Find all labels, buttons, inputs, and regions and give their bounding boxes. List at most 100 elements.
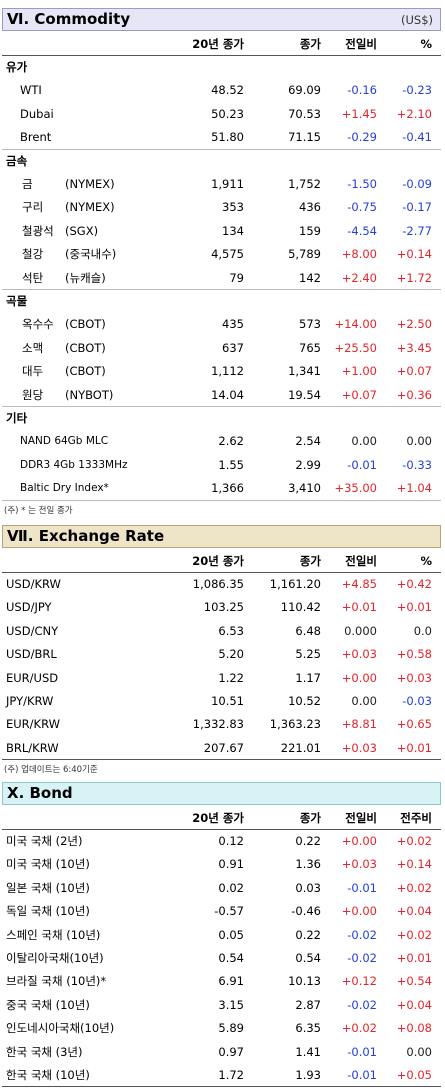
row-value: 637	[222, 340, 244, 355]
row-value: -0.17	[402, 200, 432, 215]
row-value: +0.02	[396, 834, 432, 848]
column-header: %	[420, 37, 432, 51]
row-label: EUR/USD	[6, 670, 59, 685]
column-header: 종가	[299, 37, 321, 51]
row-value: 6.35	[295, 1021, 321, 1036]
row-value: -0.03	[402, 694, 432, 708]
row-value: 436	[299, 200, 321, 215]
row-market: (NYMEX)	[65, 200, 115, 215]
row-label: 미국 국채 (10년)	[6, 857, 90, 872]
row-value: -0.46	[291, 904, 321, 919]
row-value: +0.42	[396, 577, 432, 591]
header-rule	[2, 55, 441, 56]
row-value: 1,112	[211, 364, 244, 379]
row-label: WTI	[20, 83, 42, 98]
row-label: 옥수수	[22, 317, 54, 332]
section-title: Ⅵ. Commodity	[7, 10, 131, 28]
section-note: (주) 업데이트는 6:40기준	[4, 765, 98, 776]
row-value: 10.13	[288, 974, 321, 989]
row-value: -2.77	[402, 223, 432, 238]
row-value: +2.40	[341, 270, 377, 285]
row-value: +3.45	[396, 340, 432, 355]
row-value: 1.72	[218, 1068, 244, 1082]
row-value: +0.07	[341, 387, 377, 402]
row-market: (CBOT)	[65, 317, 106, 332]
row-value: 134	[222, 223, 244, 238]
group-rule	[2, 759, 441, 761]
row-value: 765	[299, 340, 321, 355]
row-value: 5.89	[218, 1021, 244, 1036]
row-label: USD/BRL	[6, 647, 57, 662]
row-value: +0.00	[341, 670, 377, 685]
row-value: -0.09	[402, 177, 432, 191]
row-value: 19.54	[288, 387, 321, 402]
row-value: 1,341	[288, 364, 321, 379]
row-value: +8.00	[341, 247, 377, 262]
row-value: -0.57	[214, 904, 244, 919]
group-rule	[2, 1086, 441, 1088]
row-label: NAND 64Gb MLC	[20, 435, 109, 448]
row-label: 한국 국채 (10년)	[6, 1068, 90, 1082]
row-value: -0.01	[347, 1068, 377, 1082]
row-label: USD/KRW	[6, 577, 61, 591]
row-value: +35.00	[334, 481, 377, 496]
row-value: 5,789	[288, 247, 321, 262]
row-market: (중국내수)	[65, 247, 117, 262]
row-value: +0.54	[396, 974, 432, 989]
row-value: +0.01	[396, 951, 432, 965]
row-value: 14.04	[211, 387, 244, 402]
row-value: 10.52	[288, 694, 321, 708]
section-unit: (US$)	[400, 13, 433, 27]
row-value: +0.05	[396, 1068, 432, 1082]
row-value: 0.0	[413, 623, 432, 638]
row-value: +0.01	[396, 600, 432, 615]
row-market: (CBOT)	[65, 364, 106, 379]
row-label: 이탈리아국채(10년)	[6, 951, 104, 965]
row-value: +1.04	[396, 481, 432, 496]
row-value: -0.01	[347, 457, 377, 472]
row-value: 1,086.35	[192, 577, 244, 591]
row-value: 1,363.23	[269, 717, 321, 732]
row-value: 1,332.83	[192, 717, 244, 732]
row-value: +2.10	[396, 106, 432, 121]
row-value: -0.33	[402, 457, 432, 472]
row-value: +0.03	[341, 857, 377, 872]
row-value: 1,911	[211, 177, 244, 191]
row-value: 70.53	[288, 106, 321, 121]
row-value: +4.85	[341, 577, 377, 591]
row-value: +0.03	[396, 670, 432, 685]
row-value: 10.51	[211, 694, 244, 708]
section-bar	[2, 525, 441, 548]
row-value: -0.23	[402, 83, 432, 98]
row-value: 6.91	[218, 974, 244, 989]
row-value: 0.00	[351, 434, 377, 449]
row-value: 51.80	[211, 130, 244, 145]
row-label: 대두	[22, 364, 44, 379]
row-value: 0.91	[218, 857, 244, 872]
row-market: (NYBOT)	[65, 387, 114, 402]
section-bar	[2, 8, 441, 31]
row-value: -0.02	[347, 927, 377, 942]
row-value: 69.09	[288, 83, 321, 98]
row-value: 71.15	[288, 130, 321, 145]
row-label: 미국 국채 (2년)	[6, 834, 83, 848]
row-value: 1.22	[218, 670, 244, 685]
row-value: 1,161.20	[269, 577, 321, 591]
row-value: 159	[299, 223, 321, 238]
row-label: USD/CNY	[6, 623, 59, 638]
row-value: -1.50	[347, 177, 377, 191]
row-value: 573	[299, 317, 321, 332]
row-value: 0.00	[406, 1044, 432, 1059]
group-rule	[2, 289, 441, 290]
row-label: 독일 국채 (10년)	[6, 904, 90, 919]
row-value: 50.23	[211, 106, 244, 121]
section-note: (주) * 는 전일 종가	[4, 505, 73, 516]
row-value: 2.99	[295, 457, 321, 472]
row-label: 중국 국채 (10년)	[6, 997, 90, 1012]
row-value: +0.03	[341, 647, 377, 662]
row-label: 스페인 국채 (10년)	[6, 927, 101, 942]
section-title: Ⅶ. Exchange Rate	[7, 527, 165, 545]
row-label: 금	[22, 177, 33, 191]
row-value: +0.04	[396, 997, 432, 1012]
